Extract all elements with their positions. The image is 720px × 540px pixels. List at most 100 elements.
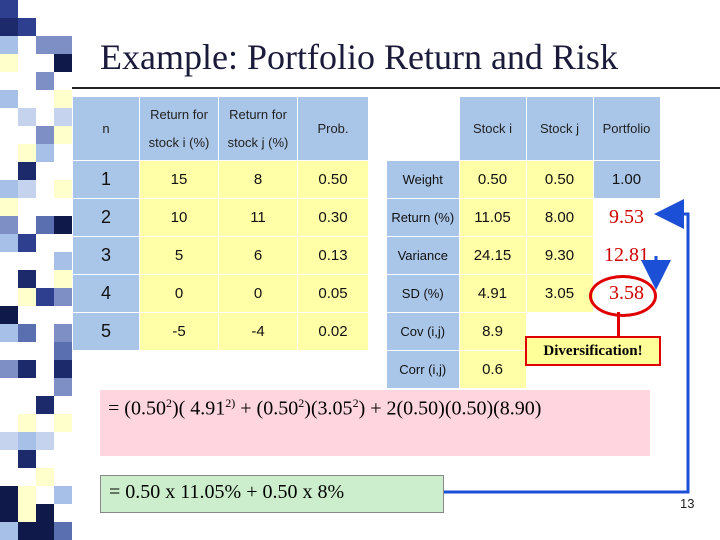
diversification-callout: Diversification! bbox=[525, 336, 661, 366]
corr-value: 0.6 bbox=[458, 350, 527, 389]
corr-label: Corr (i,j) bbox=[386, 350, 460, 389]
decorative-square bbox=[36, 72, 54, 90]
decorative-square bbox=[0, 360, 18, 378]
decorative-square bbox=[54, 108, 72, 126]
decorative-square bbox=[0, 486, 18, 504]
decorative-square bbox=[18, 270, 36, 288]
corner-blank bbox=[387, 97, 460, 161]
decorative-square bbox=[18, 360, 36, 378]
decorative-square bbox=[0, 180, 18, 198]
decorative-square bbox=[18, 504, 36, 522]
decorative-square bbox=[54, 126, 72, 144]
title-divider bbox=[72, 87, 720, 89]
return-i-cell: 0 bbox=[139, 274, 219, 313]
decorative-square bbox=[36, 504, 54, 522]
decorative-square bbox=[36, 432, 54, 450]
row-index: 1 bbox=[72, 160, 140, 199]
row-index: 3 bbox=[72, 236, 140, 275]
decorative-square bbox=[18, 162, 36, 180]
row-label: SD (%) bbox=[386, 274, 460, 313]
decorative-square bbox=[54, 414, 72, 432]
prob-cell: 0.13 bbox=[297, 236, 369, 275]
decorative-square bbox=[54, 270, 72, 288]
row-label: Variance bbox=[386, 236, 460, 275]
page-number: 13 bbox=[680, 496, 695, 511]
decorative-square bbox=[18, 522, 36, 540]
row-index: 4 bbox=[72, 274, 140, 313]
stock-i-cell: 0.50 bbox=[458, 160, 527, 199]
decorative-square bbox=[18, 234, 36, 252]
table-row: Variance 24.15 9.30 12.81 bbox=[386, 236, 661, 275]
decorative-square bbox=[0, 306, 18, 324]
decorative-square bbox=[0, 504, 18, 522]
prob-cell: 0.02 bbox=[297, 312, 369, 351]
table-row: 2 10 11 0.30 bbox=[72, 198, 369, 237]
variance-formula: = (0.502)( 4.912) + (0.502)(3.052) + 2(0… bbox=[100, 390, 650, 456]
table-row: 5 -5 -4 0.02 bbox=[72, 312, 369, 351]
decorative-square bbox=[0, 522, 18, 540]
decorative-square bbox=[0, 216, 18, 234]
return-i-cell: -5 bbox=[139, 312, 219, 351]
header-prob: Prob. bbox=[297, 96, 369, 161]
decorative-square bbox=[18, 288, 36, 306]
return-j-cell: 11 bbox=[218, 198, 298, 237]
decorative-square bbox=[18, 144, 36, 162]
header-return-j: Return for stock j (%) bbox=[218, 96, 298, 161]
cov-label: Cov (i,j) bbox=[386, 312, 460, 351]
decorative-square bbox=[54, 342, 72, 360]
header-stock-i: Stock i bbox=[458, 96, 527, 161]
header-portfolio: Portfolio bbox=[592, 96, 661, 161]
decorative-square bbox=[54, 54, 72, 72]
portfolio-return-value: 9.53 bbox=[592, 198, 661, 237]
decorative-square bbox=[18, 486, 36, 504]
decorative-square bbox=[18, 432, 36, 450]
stock-j-cell: 9.30 bbox=[525, 236, 594, 275]
decorative-square bbox=[0, 234, 18, 252]
decorative-square bbox=[18, 18, 36, 36]
decorative-square bbox=[54, 324, 72, 342]
decorative-square bbox=[36, 216, 54, 234]
table-row: Return (%) 11.05 8.00 9.53 bbox=[386, 198, 661, 237]
row-index: 2 bbox=[72, 198, 140, 237]
cov-value: 8.9 bbox=[458, 312, 527, 351]
prob-cell: 0.50 bbox=[297, 160, 369, 199]
prob-cell: 0.30 bbox=[297, 198, 369, 237]
row-label: Weight bbox=[386, 160, 460, 199]
callout-connector bbox=[617, 312, 620, 336]
stock-i-cell: 11.05 bbox=[458, 198, 527, 237]
return-j-cell: 8 bbox=[218, 160, 298, 199]
decorative-square bbox=[0, 0, 18, 18]
decorative-square bbox=[36, 126, 54, 144]
decorative-square bbox=[0, 36, 18, 54]
decorative-square bbox=[54, 378, 72, 396]
header-return-i: Return for stock i (%) bbox=[139, 96, 219, 161]
decorative-square bbox=[0, 90, 18, 108]
decorative-square bbox=[54, 36, 72, 54]
decorative-square bbox=[0, 432, 18, 450]
stock-i-cell: 24.15 bbox=[458, 236, 527, 275]
decorative-square bbox=[36, 396, 54, 414]
return-formula: = 0.50 x 11.05% + 0.50 x 8% bbox=[100, 475, 444, 513]
return-i-cell: 5 bbox=[139, 236, 219, 275]
decorative-square bbox=[18, 180, 36, 198]
decorative-square bbox=[18, 450, 36, 468]
header-n: n bbox=[72, 96, 140, 161]
table-row: Weight 0.50 0.50 1.00 bbox=[386, 160, 661, 199]
stock-j-cell: 8.00 bbox=[525, 198, 594, 237]
decorative-square bbox=[0, 54, 18, 72]
decorative-square bbox=[54, 90, 72, 108]
decorative-square bbox=[0, 324, 18, 342]
table-row: 1 15 8 0.50 bbox=[72, 160, 369, 199]
return-i-cell: 15 bbox=[139, 160, 219, 199]
portfolio-variance-value: 12.81 bbox=[592, 236, 661, 275]
decorative-square bbox=[0, 18, 18, 36]
decorative-square bbox=[54, 486, 72, 504]
header-stock-j: Stock j bbox=[525, 96, 594, 161]
return-j-cell: 6 bbox=[218, 236, 298, 275]
row-label: Return (%) bbox=[386, 198, 460, 237]
prob-cell: 0.05 bbox=[297, 274, 369, 313]
decorative-square bbox=[54, 252, 72, 270]
decorative-square bbox=[54, 180, 72, 198]
row-index: 5 bbox=[72, 312, 140, 351]
decorative-square bbox=[54, 216, 72, 234]
